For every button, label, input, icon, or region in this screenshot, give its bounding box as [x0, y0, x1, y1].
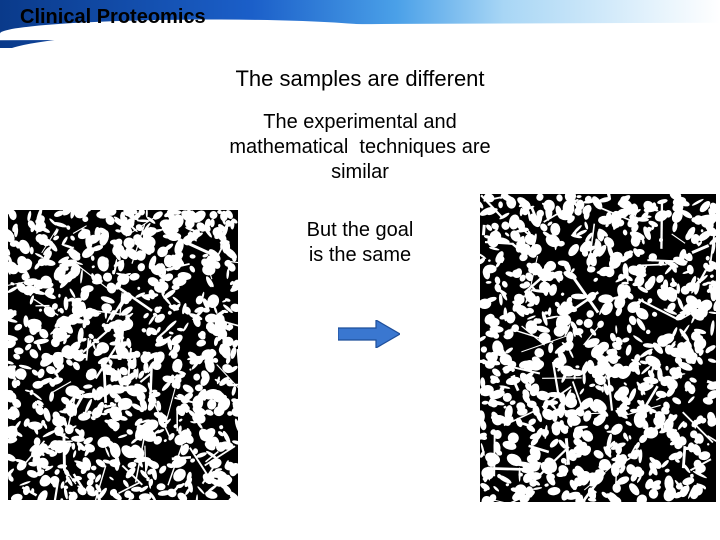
slide-title: Clinical Proteomics	[20, 6, 206, 29]
text-samples-different: The samples are different	[0, 66, 720, 92]
text-line2-a: The experimental andmathematical techniq…	[229, 111, 490, 183]
text-line3: But the goalis the same	[307, 219, 414, 266]
gel-pattern-right	[480, 194, 716, 502]
text-techniques-similar: The experimental andmathematical techniq…	[0, 110, 720, 185]
gel-pattern-left	[8, 210, 238, 500]
arrow-right-icon	[338, 320, 400, 348]
